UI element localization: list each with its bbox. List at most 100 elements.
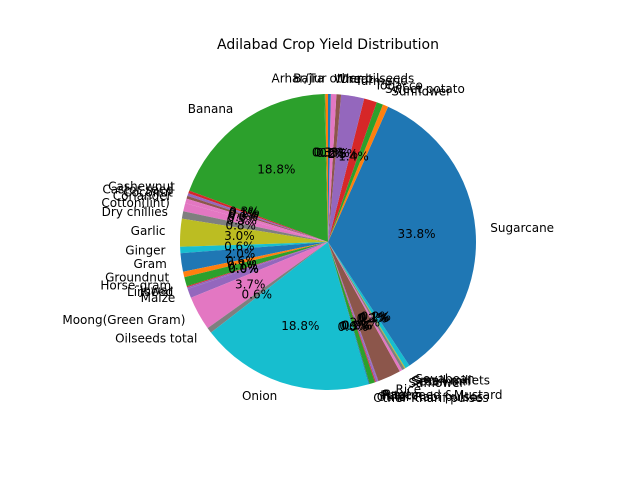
slice-percentage-label: 33.8% (397, 227, 435, 241)
slice-label: Other Rabi pulses (377, 390, 484, 404)
slice-label: Other Kharif pulses (373, 391, 488, 405)
slice-percentage-label: 3.7% (235, 277, 266, 291)
slice-percentage-label: 2.0% (225, 247, 256, 261)
pie-slice (328, 94, 331, 242)
slice-label: Moong(Green Gram) (62, 313, 185, 327)
pie-slice (185, 198, 328, 242)
slice-percentage-label: 2.5% (350, 315, 381, 329)
slice-percentage-label: 0.1% (358, 311, 389, 325)
pie-slice (187, 242, 328, 298)
slice-label: Linseed (127, 285, 173, 299)
pie-slice (328, 106, 477, 366)
slice-percentage-label: 18.8% (257, 162, 295, 176)
pie-slice (179, 218, 328, 247)
pie-slice (207, 242, 328, 333)
slice-percentage-label: 0.3% (314, 146, 345, 160)
pie-slice (328, 242, 376, 383)
slice-percentage-label: 0.1% (359, 310, 390, 324)
slice-label: Jowar (139, 284, 173, 298)
pie-slice (183, 242, 328, 278)
pie-slice (324, 94, 328, 242)
pie-slice (328, 242, 406, 369)
slice-label: Gram (133, 257, 166, 271)
pie-slice (328, 242, 410, 369)
pie-slice (328, 242, 370, 385)
pie-slice (328, 94, 342, 243)
slice-percentage-label: 0.1% (227, 258, 258, 272)
slice-percentage-label: 18.8% (281, 319, 319, 333)
slice-percentage-label: 0.0% (342, 318, 373, 332)
slice-label: Potato (380, 389, 418, 403)
slice-label: Ginger (125, 243, 165, 257)
slice-label: Horse-gram (100, 278, 171, 292)
slice-label: Onion (242, 389, 277, 403)
pie-slice (328, 242, 375, 385)
pie-slice (183, 203, 328, 242)
pie-slice (328, 98, 377, 243)
slice-percentage-label: 0.3% (229, 204, 260, 218)
slice-label: Dry chillies (102, 205, 168, 219)
slice-label: Coriander (113, 189, 172, 203)
slice-label: Arhar/Tur (272, 72, 327, 86)
slice-label: Sunflower (391, 84, 451, 98)
slice-label: Maize (141, 291, 176, 305)
slice-label: Oilseeds total (115, 332, 197, 346)
slice-label: Cotton(lint) (101, 196, 169, 210)
pie-slice (328, 242, 405, 371)
pie-slice (187, 242, 328, 289)
slice-label: Ragi (383, 388, 409, 402)
slice-label: Coconut (123, 185, 173, 199)
slice-label: Sesamum (411, 375, 471, 389)
slice-percentage-label: 0.5% (226, 214, 257, 228)
pie-slice (184, 242, 328, 287)
slice-label: Garlic (131, 224, 166, 238)
slice-percentage-label: 0.6% (224, 239, 255, 253)
pie-slice (325, 94, 328, 242)
slice-percentage-label: 0.2% (360, 309, 391, 323)
slice-percentage-label: 0.0% (227, 210, 258, 224)
pie-slice (187, 193, 328, 242)
slice-label: other oilseeds (330, 72, 415, 86)
pie-slice (328, 102, 383, 242)
slice-percentage-label: 0.1% (229, 206, 260, 220)
pie-slice (328, 94, 365, 242)
slice-label: Sweet potato (385, 82, 465, 96)
slice-percentage-label: 0.6% (316, 146, 347, 160)
slice-label: Urad (340, 72, 369, 86)
pie-slice (189, 94, 328, 242)
slice-percentage-label: 0.0% (228, 262, 259, 276)
pie-slice (188, 190, 328, 242)
pie-slice (328, 242, 379, 382)
slice-percentage-label: 0.6% (242, 288, 273, 302)
pie-slice (180, 242, 328, 272)
slice-label: Small millets (413, 373, 490, 387)
slice-percentage-label: 0.3% (339, 319, 370, 333)
slice-percentage-label: 0.6% (226, 254, 257, 268)
slice-label: Banana (188, 102, 234, 116)
pie-labels: Arhar/Tur 0.3% Bajra Banana 18.8% Cashewnut 0.… (62, 72, 554, 405)
pie-slice (186, 195, 328, 242)
pie-slice (328, 94, 337, 242)
slice-label: Bajra (293, 72, 324, 86)
chart-title: Adilabad Crop Yield Distribution (217, 37, 439, 53)
slice-percentage-label: 1.4% (338, 149, 369, 163)
slice-label: Groundnut (105, 270, 169, 284)
slice-percentage-label: 0.2% (341, 319, 372, 333)
slice-label: Safflower (408, 376, 464, 390)
pie-slice (328, 242, 400, 382)
pie-slice (186, 242, 328, 288)
pie-slice (328, 242, 403, 372)
slice-percentage-label: 0.8% (225, 218, 256, 232)
slice-label: Rapeseed &Mustard (382, 388, 503, 402)
slice-label: Soyabean (415, 372, 474, 386)
pie-slice (328, 242, 378, 383)
slice-percentage-label: 0.3% (319, 146, 350, 160)
slice-percentage-label: 0.3% (312, 146, 343, 160)
slice-percentage-label: 0.0% (337, 320, 368, 334)
pie-slice (180, 242, 328, 254)
pie-slices (179, 94, 477, 390)
slice-label: Wheat (334, 72, 373, 86)
slice-percentage-label: 0.2% (357, 312, 388, 326)
pie-slice (328, 104, 389, 242)
